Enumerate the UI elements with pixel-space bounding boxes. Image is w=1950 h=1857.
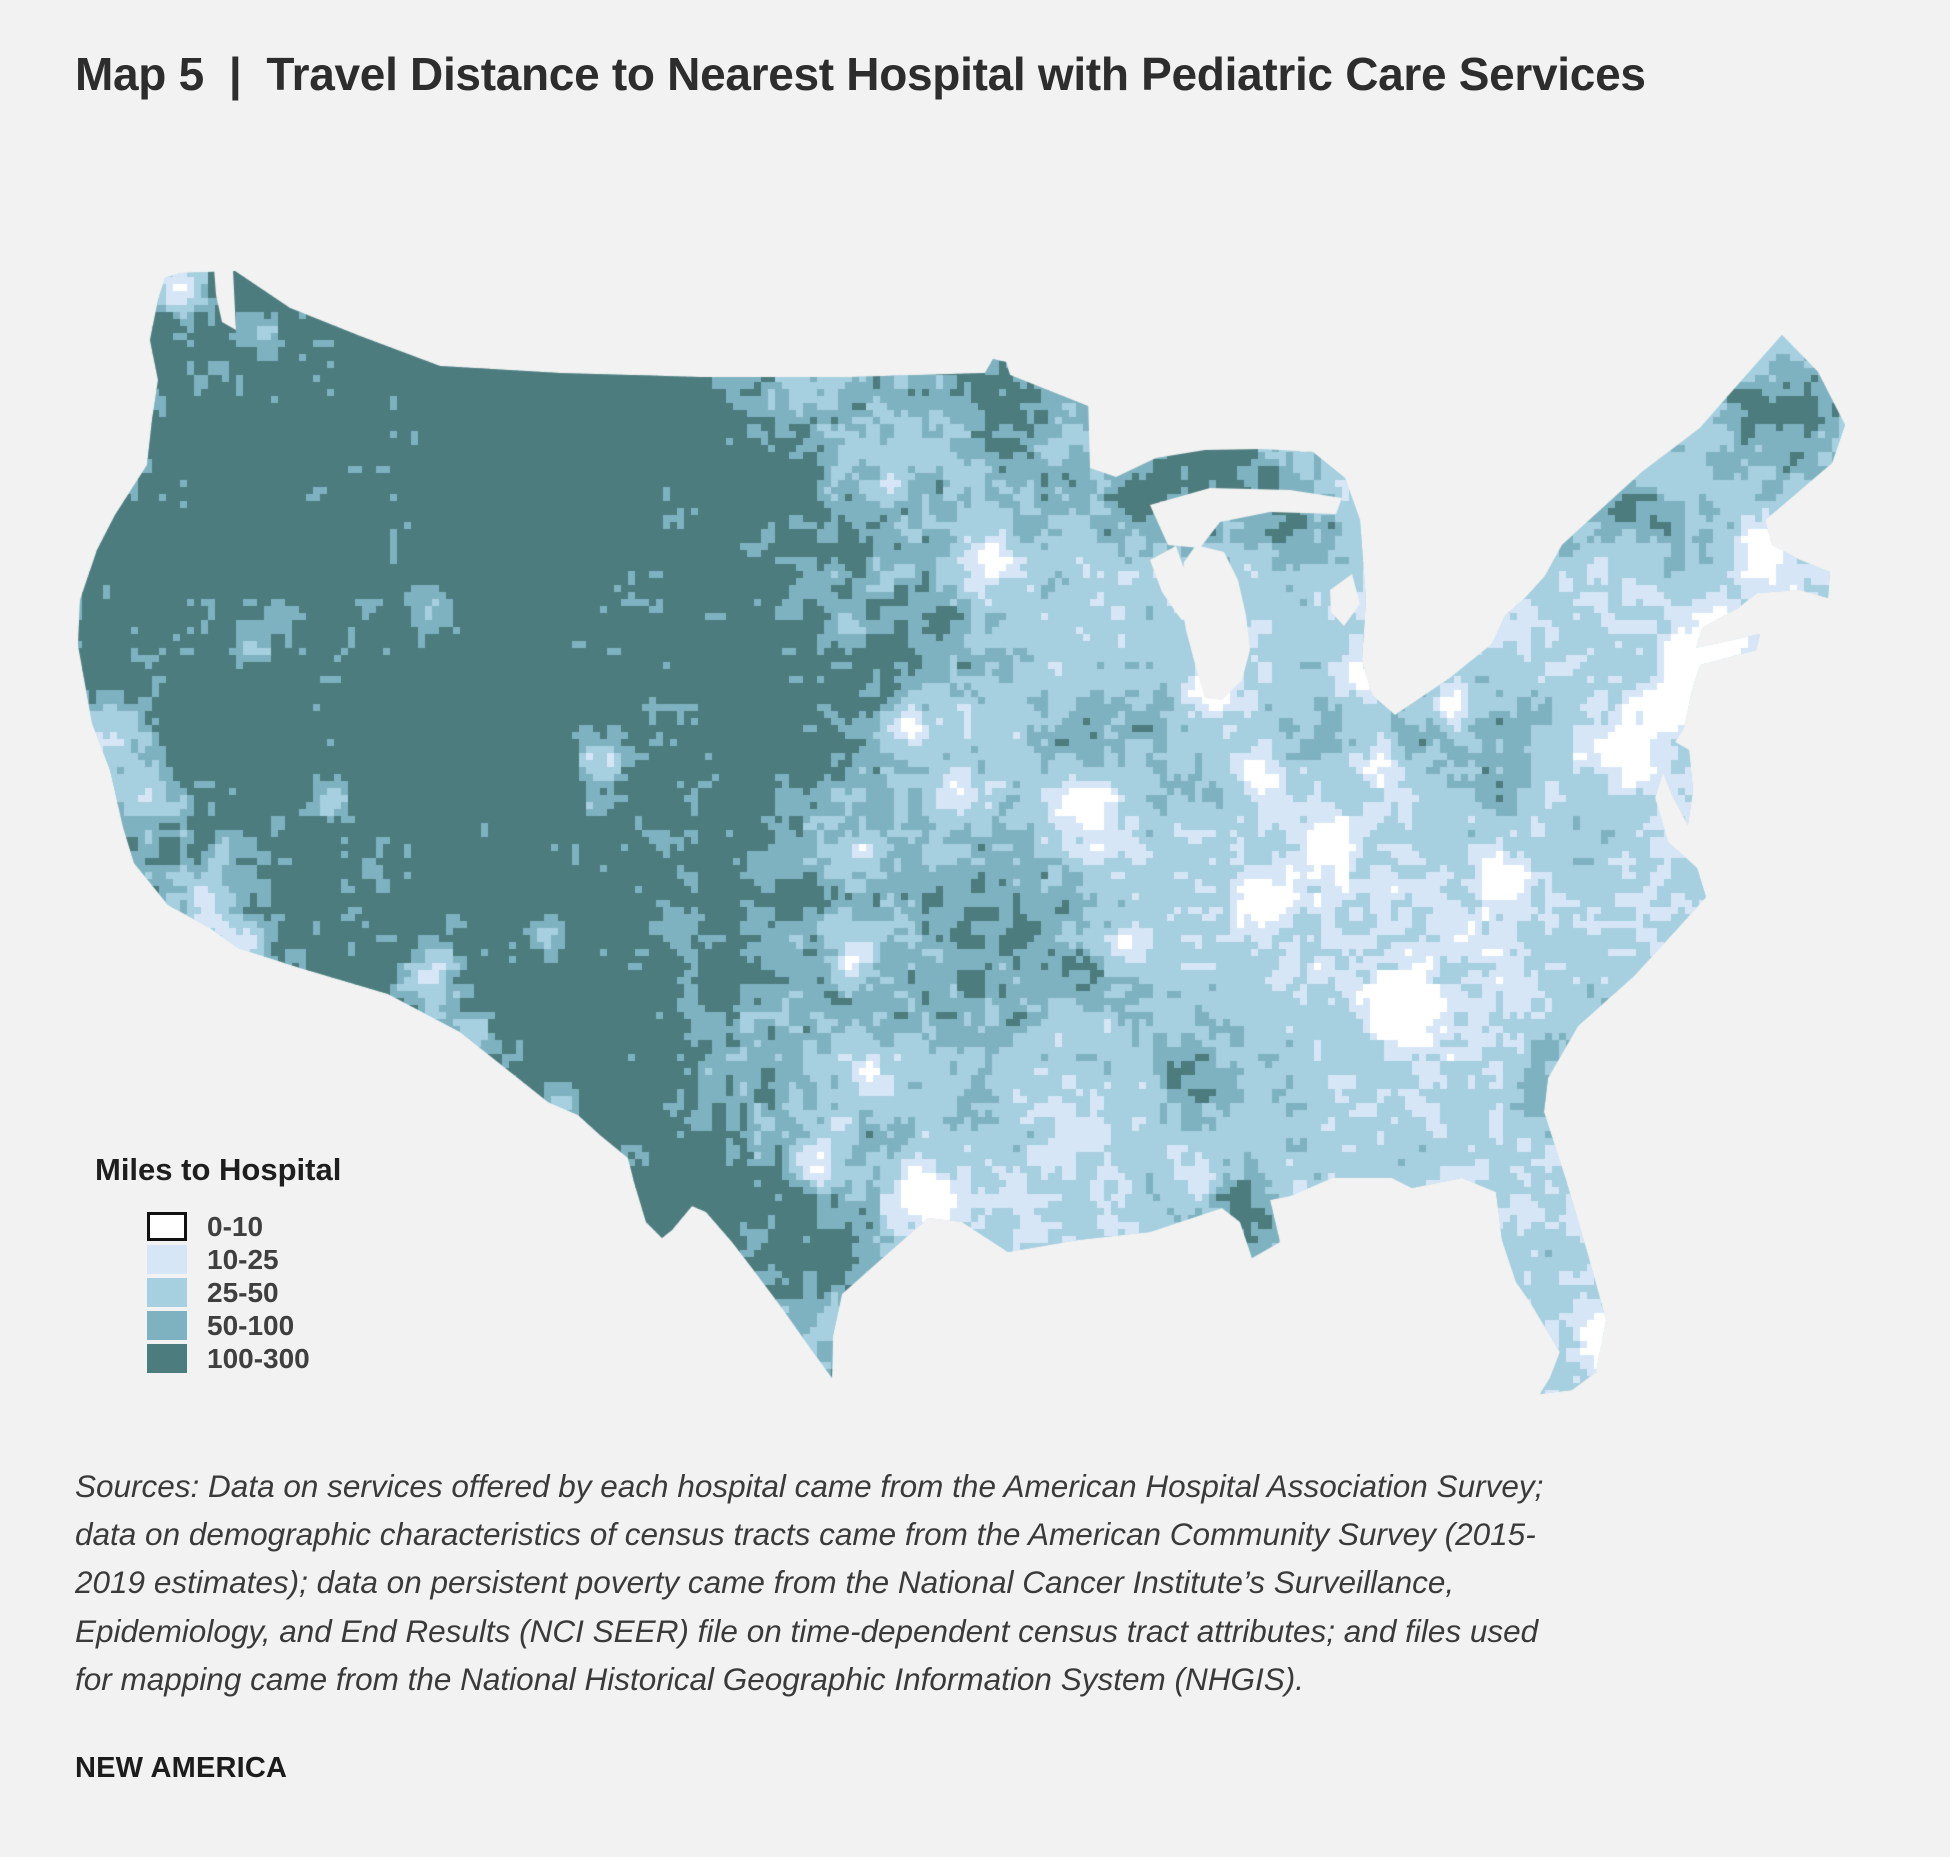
legend-label: 10-25: [207, 1243, 279, 1275]
legend-label: 50-100: [207, 1309, 295, 1341]
legend-swatch: [147, 1245, 187, 1274]
legend-item: 25-50: [147, 1278, 425, 1307]
legend-swatch: [147, 1278, 187, 1307]
legend-item: 10-25: [147, 1245, 425, 1274]
legend-swatch: [147, 1311, 187, 1340]
legend-label: 100-300: [207, 1342, 310, 1374]
legend-label: 0-10: [207, 1210, 264, 1242]
legend-swatch: [147, 1344, 187, 1373]
sources-note: Sources: Data on services offered by eac…: [75, 1468, 1544, 1697]
us-choropleth-map: Miles to Hospital 0-10 10-25 25-50 50-10…: [75, 228, 1870, 1400]
legend-item: 0-10: [147, 1212, 425, 1241]
legend-swatch: [147, 1212, 187, 1241]
us-map-canvas: [75, 228, 1870, 1400]
legend-item: 100-300: [147, 1344, 425, 1373]
legend-label: 25-50: [207, 1276, 279, 1308]
map-legend: Miles to Hospital 0-10 10-25 25-50 50-10…: [95, 1152, 425, 1377]
legend-title: Miles to Hospital: [95, 1152, 342, 1187]
brand-logo: NEW AMERICA: [75, 1752, 288, 1784]
page-title: Map 5 | Travel Distance to Nearest Hospi…: [75, 48, 1646, 100]
legend-item: 50-100: [147, 1311, 425, 1340]
